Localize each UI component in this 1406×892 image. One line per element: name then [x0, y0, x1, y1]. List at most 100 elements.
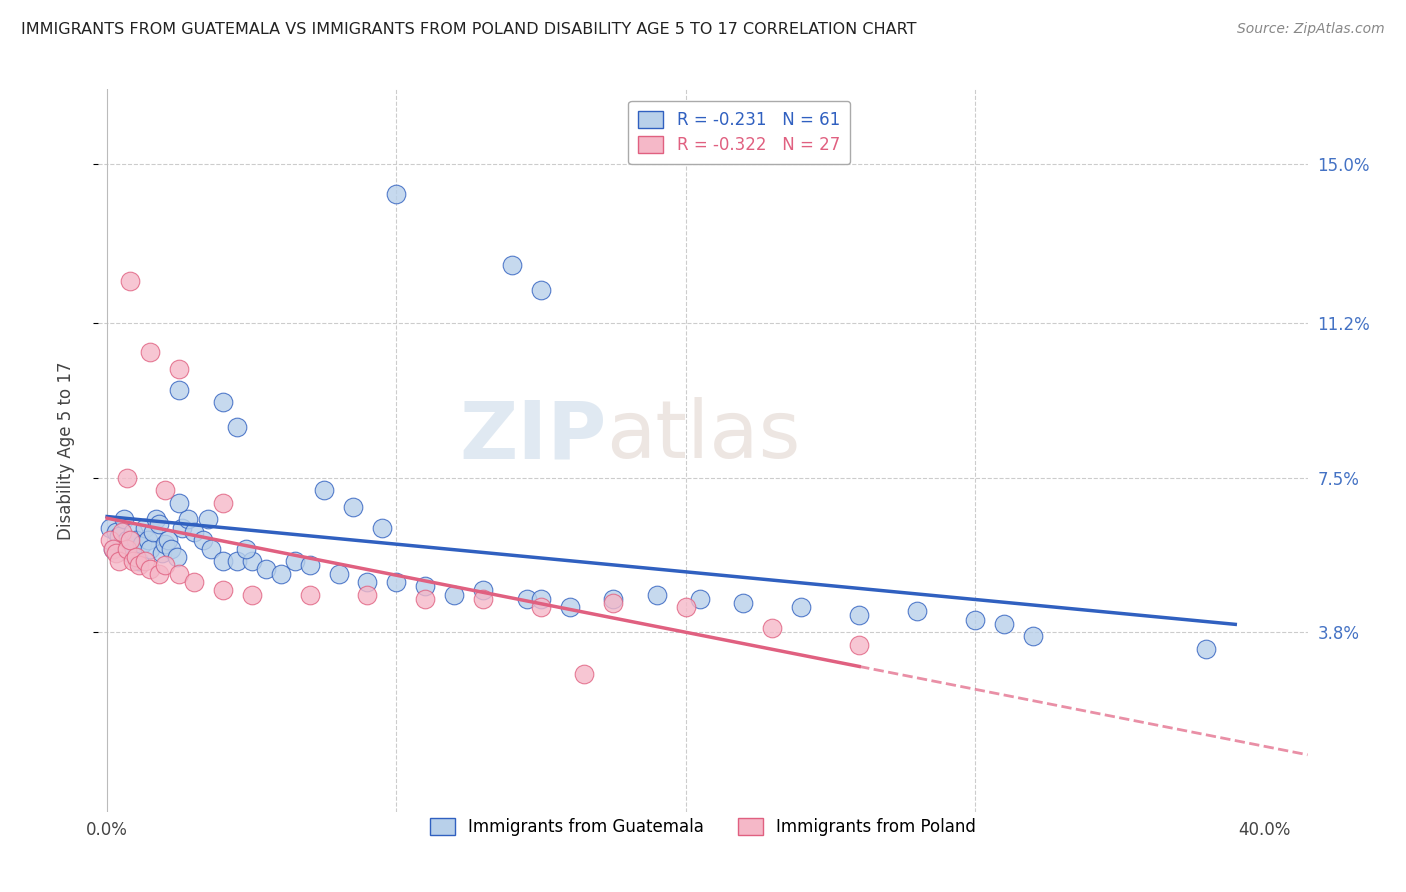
- Point: [150, 546, 173, 560]
- Point: [211, 496, 233, 510]
- Point: [145, 512, 167, 526]
- Point: [191, 533, 214, 548]
- Point: [169, 383, 191, 397]
- Point: [172, 521, 194, 535]
- Point: [110, 537, 132, 551]
- Point: [134, 554, 156, 568]
- Point: [235, 541, 257, 556]
- Point: [153, 483, 176, 497]
- Point: [1195, 641, 1218, 656]
- Point: [131, 537, 153, 551]
- Point: [413, 591, 436, 606]
- Point: [602, 591, 624, 606]
- Point: [101, 541, 124, 556]
- Point: [371, 521, 394, 535]
- Point: [122, 524, 145, 539]
- Point: [574, 666, 596, 681]
- Point: [211, 554, 233, 568]
- Point: [125, 533, 148, 548]
- Point: [254, 562, 277, 576]
- Point: [443, 588, 465, 602]
- Point: [101, 541, 124, 556]
- Point: [139, 562, 162, 576]
- Point: [905, 604, 928, 618]
- Point: [226, 554, 249, 568]
- Point: [226, 420, 249, 434]
- Point: [530, 600, 553, 615]
- Text: IMMIGRANTS FROM GUATEMALA VS IMMIGRANTS FROM POLAND DISABILITY AGE 5 TO 17 CORRE: IMMIGRANTS FROM GUATEMALA VS IMMIGRANTS …: [21, 22, 917, 37]
- Point: [515, 591, 537, 606]
- Point: [122, 554, 145, 568]
- Point: [385, 186, 408, 201]
- Point: [117, 533, 139, 548]
- Point: [558, 600, 581, 615]
- Text: ZIP: ZIP: [458, 397, 606, 475]
- Point: [107, 529, 129, 543]
- Point: [148, 566, 170, 581]
- Point: [142, 524, 165, 539]
- Point: [211, 395, 233, 409]
- Point: [211, 583, 233, 598]
- Point: [761, 621, 783, 635]
- Point: [270, 566, 292, 581]
- Point: [342, 500, 364, 514]
- Point: [134, 521, 156, 535]
- Y-axis label: Disability Age 5 to 17: Disability Age 5 to 17: [56, 361, 75, 540]
- Point: [125, 549, 148, 564]
- Point: [312, 483, 335, 497]
- Point: [169, 566, 191, 581]
- Point: [530, 283, 553, 297]
- Point: [98, 521, 121, 535]
- Point: [240, 554, 263, 568]
- Point: [107, 554, 129, 568]
- Point: [128, 558, 150, 573]
- Point: [993, 616, 1015, 631]
- Text: atlas: atlas: [606, 397, 800, 475]
- Point: [1022, 629, 1045, 643]
- Point: [120, 546, 142, 560]
- Point: [104, 546, 127, 560]
- Point: [153, 537, 176, 551]
- Point: [156, 533, 179, 548]
- Point: [159, 541, 181, 556]
- Text: Source: ZipAtlas.com: Source: ZipAtlas.com: [1237, 22, 1385, 37]
- Point: [240, 588, 263, 602]
- Point: [848, 608, 870, 623]
- Point: [328, 566, 350, 581]
- Point: [104, 524, 127, 539]
- Point: [153, 558, 176, 573]
- Point: [356, 588, 378, 602]
- Point: [963, 613, 986, 627]
- Point: [472, 583, 495, 598]
- Point: [148, 516, 170, 531]
- Point: [298, 588, 321, 602]
- Point: [689, 591, 711, 606]
- Point: [530, 591, 553, 606]
- Point: [166, 549, 188, 564]
- Point: [385, 574, 408, 589]
- Point: [139, 541, 162, 556]
- Point: [200, 541, 222, 556]
- Point: [169, 496, 191, 510]
- Point: [98, 533, 121, 548]
- Point: [501, 258, 523, 272]
- Point: [183, 524, 205, 539]
- Point: [117, 470, 139, 484]
- Point: [120, 533, 142, 548]
- Legend: Immigrants from Guatemala, Immigrants from Poland: Immigrants from Guatemala, Immigrants fr…: [423, 812, 983, 843]
- Point: [177, 512, 200, 526]
- Point: [110, 524, 132, 539]
- Point: [117, 541, 139, 556]
- Point: [120, 274, 142, 288]
- Point: [128, 554, 150, 568]
- Point: [183, 574, 205, 589]
- Point: [645, 588, 668, 602]
- Point: [733, 596, 755, 610]
- Point: [472, 591, 495, 606]
- Point: [602, 596, 624, 610]
- Point: [848, 638, 870, 652]
- Point: [114, 512, 136, 526]
- Point: [356, 574, 378, 589]
- Point: [413, 579, 436, 593]
- Point: [675, 600, 697, 615]
